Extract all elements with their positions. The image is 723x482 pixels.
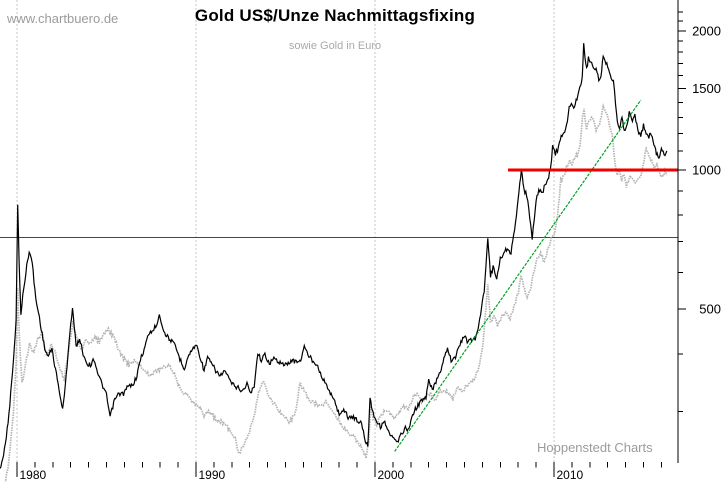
x-axis-label-1980: 1980	[20, 468, 47, 482]
x-axis-label-2010: 2010	[557, 468, 584, 482]
credit-text: Hoppenstedt Charts	[537, 440, 653, 455]
y-axis-label-500: 500	[699, 302, 721, 317]
chart-subtitle: sowie Gold in Euro	[288, 40, 382, 52]
y-axis-label-1500: 1500	[692, 81, 721, 96]
series-gold-euro	[4, 103, 668, 482]
chart-title: Gold US$/Unze Nachmittagsfixing	[194, 6, 476, 25]
y-axis-label-1000: 1000	[692, 163, 721, 178]
x-axis-label-2000: 2000	[378, 468, 405, 482]
y-axis-label-2000: 2000	[692, 23, 721, 38]
series-gold-usd	[0, 43, 668, 469]
uptrend-line	[394, 99, 642, 452]
watermark-text: www.chartbuero.de	[7, 11, 119, 26]
x-axis-label-1990: 1990	[199, 468, 226, 482]
